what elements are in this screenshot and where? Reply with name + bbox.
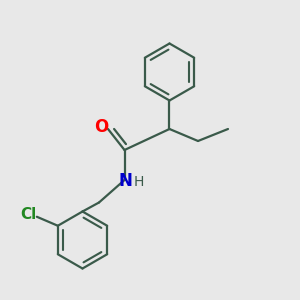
Text: N: N: [118, 172, 132, 190]
Text: Cl: Cl: [20, 207, 37, 222]
Text: O: O: [94, 118, 109, 136]
Text: H: H: [134, 176, 144, 189]
